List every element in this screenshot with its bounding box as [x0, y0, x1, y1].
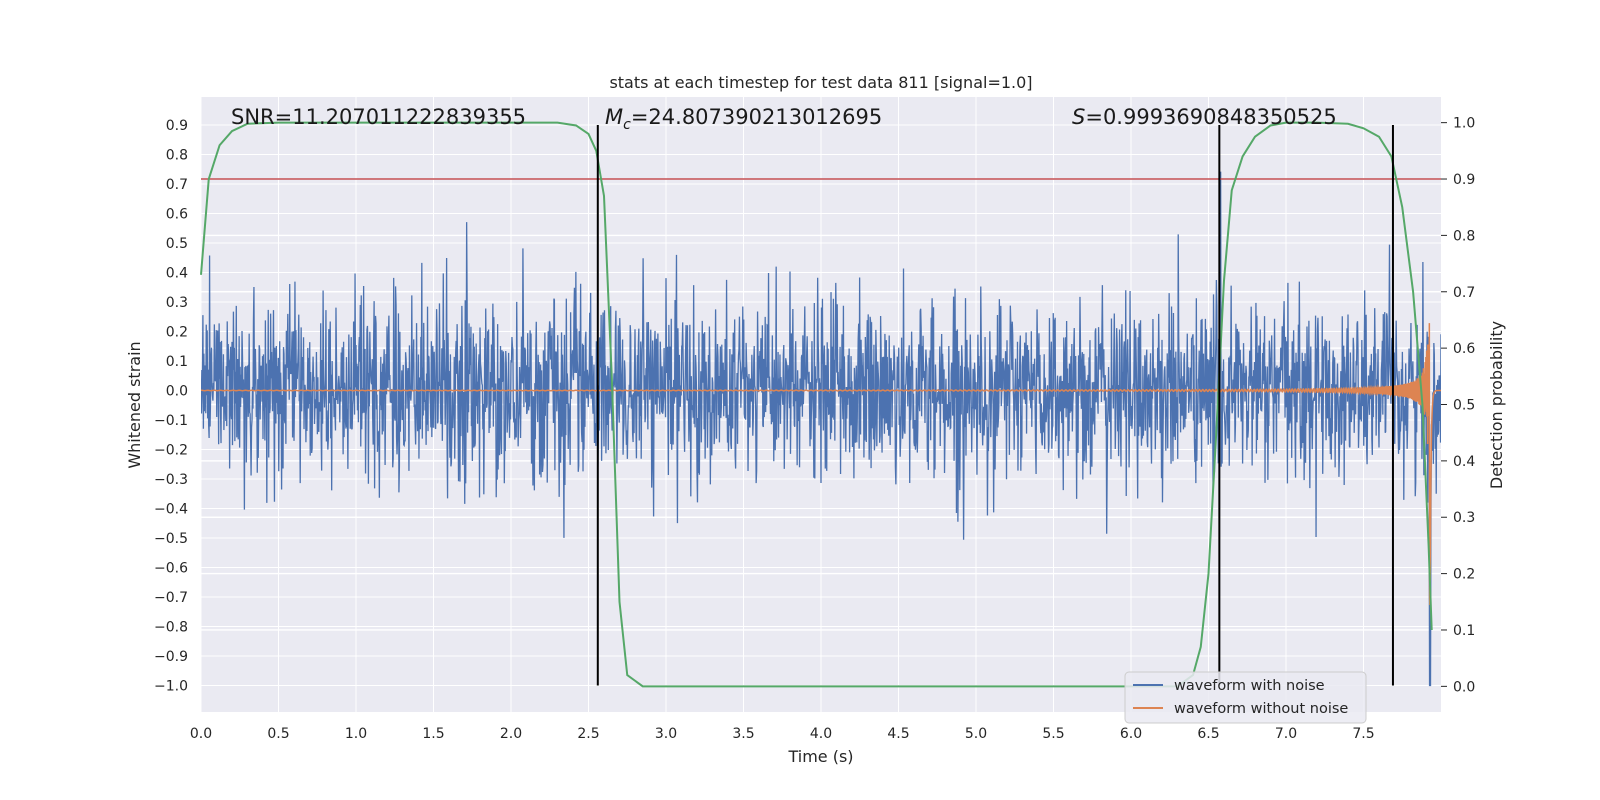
legend-label-noise: waveform with noise: [1174, 678, 1325, 694]
y2-tick-label: 0.8: [1453, 228, 1475, 244]
chirp-mass-subscript: c: [623, 117, 631, 133]
y-tick-label: −0.8: [154, 619, 188, 635]
y-tick-label: −0.9: [154, 649, 188, 665]
x-tick-label: 5.5: [1042, 726, 1064, 742]
y-tick-label: 0.2: [166, 324, 188, 340]
y-tick-label: −0.3: [154, 472, 188, 488]
y2-tick-label: 0.4: [1453, 454, 1475, 470]
y-tick-label: −0.1: [154, 413, 188, 429]
x-tick-label: 6.0: [1120, 726, 1142, 742]
x-tick-label: 2.0: [500, 726, 522, 742]
x-tick-label: 5.0: [965, 726, 987, 742]
x-tick-label: 6.5: [1197, 726, 1219, 742]
x-tick-label: 4.0: [810, 726, 832, 742]
y2-tick-label: 0.2: [1453, 567, 1475, 583]
x-tick-label: 3.5: [732, 726, 754, 742]
y-tick-label: −1.0: [154, 678, 188, 694]
series-waveform-with-noise: [201, 171, 1441, 687]
y-tick-label: −0.2: [154, 442, 188, 458]
score-annotation: S=0.9993690848350525: [1072, 105, 1337, 129]
y-tick-label: 0.1: [166, 354, 188, 370]
x-tick-label: 3.0: [655, 726, 677, 742]
legend: waveform with noise waveform without noi…: [1124, 671, 1367, 724]
chirp-mass-symbol: M: [605, 105, 623, 129]
x-tick-label: 4.5: [887, 726, 909, 742]
y2-tick-label: 0.9: [1453, 172, 1475, 188]
y-tick-label: 0.4: [166, 266, 188, 282]
x-tick-label: 0.5: [267, 726, 289, 742]
y2-tick-label: 1.0: [1453, 116, 1475, 132]
y2-tick-label: 0.6: [1453, 341, 1475, 357]
x-tick-label: 7.5: [1352, 726, 1374, 742]
y-axis-label: Whitened strain: [125, 341, 144, 468]
y-tick-label: 0.7: [166, 177, 188, 193]
y2-tick-label: 0.0: [1453, 679, 1475, 695]
x-tick-label: 0.0: [190, 726, 212, 742]
x-axis-label: Time (s): [787, 747, 853, 766]
x-tick-label: 2.5: [577, 726, 599, 742]
legend-label-clean: waveform without noise: [1174, 701, 1348, 717]
y-tick-label: −0.6: [154, 560, 188, 576]
chart-title: stats at each timestep for test data 811…: [609, 73, 1032, 92]
x-tick-label: 7.0: [1275, 726, 1297, 742]
y2-tick-label: 0.3: [1453, 510, 1475, 526]
y2-axis-label: Detection probability: [1487, 321, 1506, 489]
y-tick-label: −0.7: [154, 590, 188, 606]
y2-tick-label: 0.1: [1453, 623, 1475, 639]
axes: 0.0 0.5 1.0 1.5 2.0 2.5 3.0 3.5 4.0 4.5 5.0 5.5 6.0 6…: [154, 116, 1475, 742]
y-tick-label: −0.5: [154, 531, 188, 547]
legend-box: [1124, 671, 1367, 724]
y-tick-label: 0.3: [166, 295, 188, 311]
score-value: =0.9993690848350525: [1085, 105, 1336, 129]
chirp-mass-annotation: Mc=24.807390213012695: [605, 105, 882, 133]
y-tick-label: 0.0: [166, 383, 188, 399]
y-tick-label: 0.9: [166, 118, 188, 134]
x-tick-label: 1.5: [422, 726, 444, 742]
x-tick-label: 1.0: [345, 726, 367, 742]
score-symbol: S: [1072, 105, 1085, 129]
snr-annotation: SNR=11.207011222839355: [231, 105, 526, 129]
y2-tick-label: 0.5: [1453, 398, 1475, 414]
chirp-mass-value: =24.807390213012695: [631, 105, 882, 129]
y-tick-label: 0.6: [166, 207, 188, 223]
y-tick-label: 0.5: [166, 236, 188, 252]
vertical-lines: [596, 125, 1394, 686]
y-tick-label: −0.4: [154, 501, 188, 517]
y-tick-label: 0.8: [166, 148, 188, 164]
y2-tick-label: 0.7: [1453, 285, 1475, 301]
series-waveform-without-noise: [201, 323, 1441, 605]
